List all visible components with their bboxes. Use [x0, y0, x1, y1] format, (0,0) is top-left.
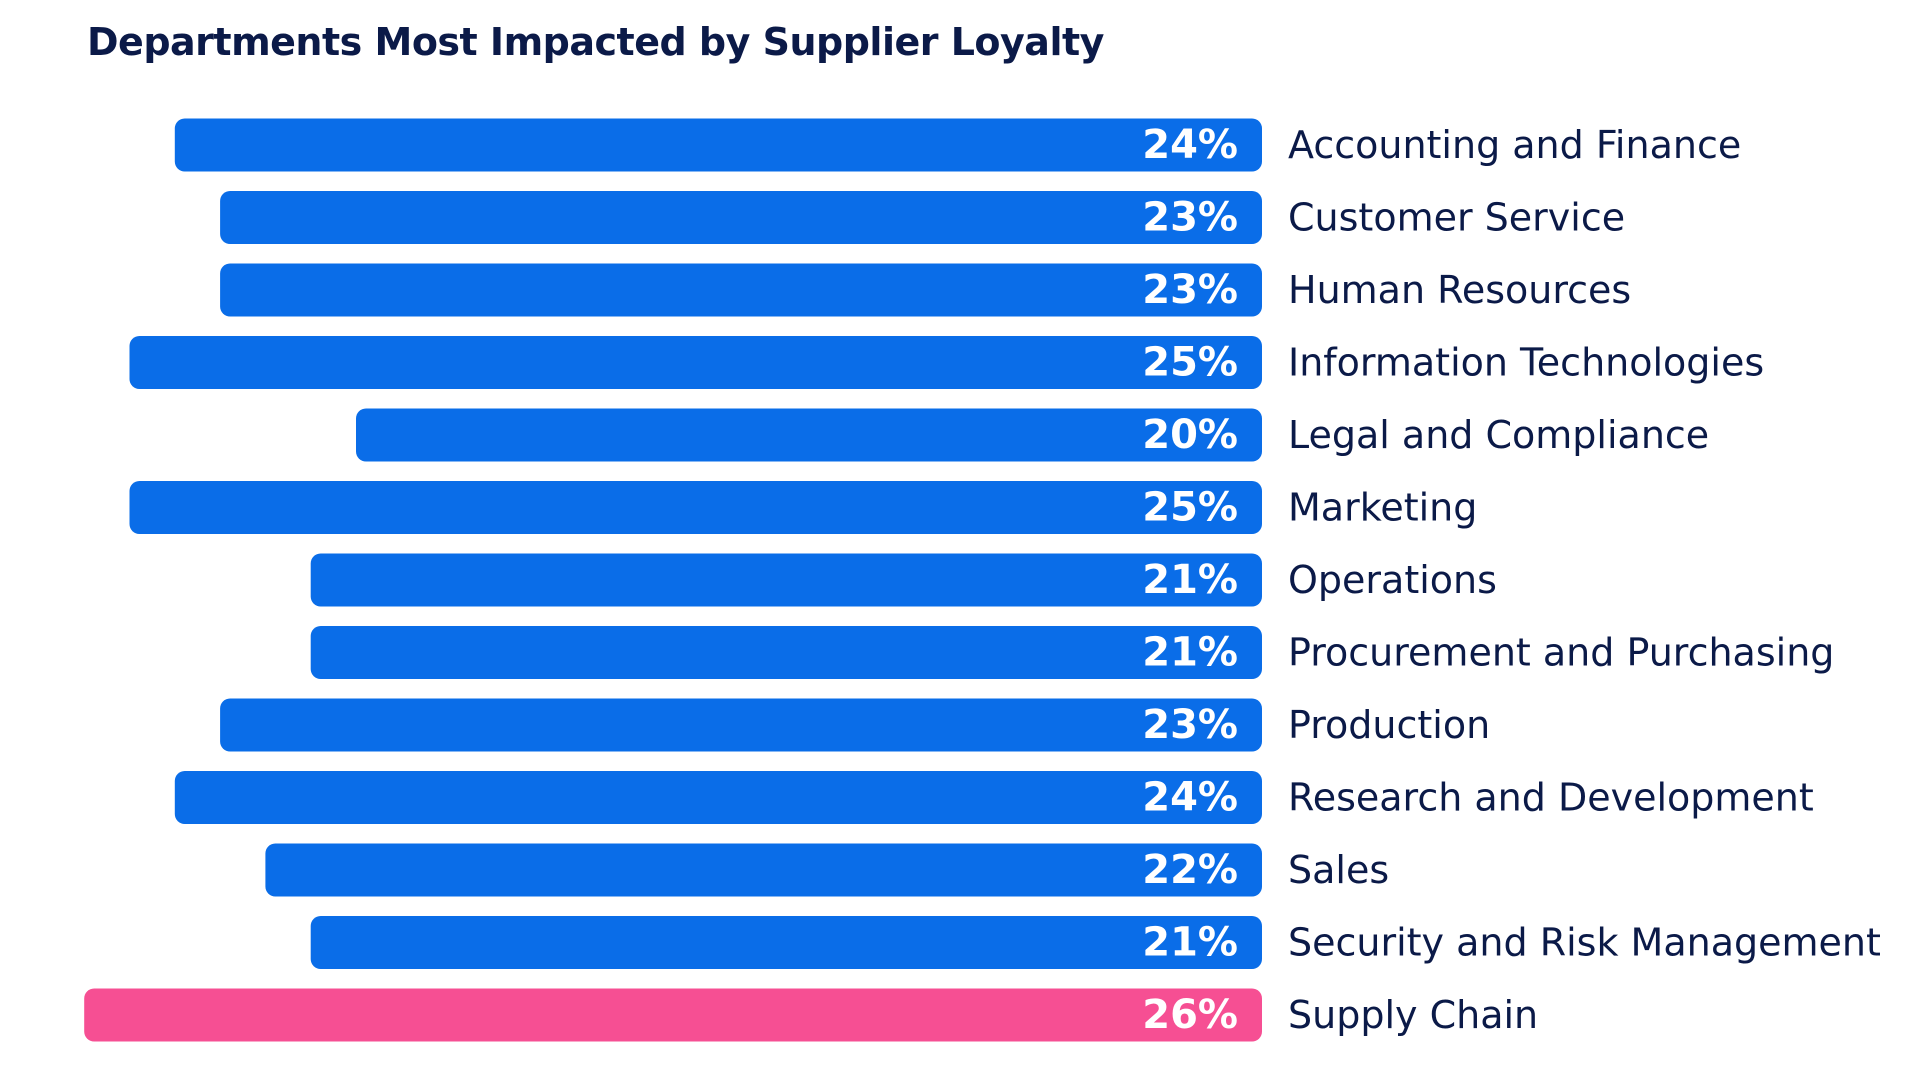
bar-security-and-risk-management — [310, 916, 1262, 969]
category-label: Supply Chain — [1288, 993, 1538, 1037]
bar-accounting-and-finance — [174, 118, 1262, 172]
category-label: Sales — [1288, 848, 1389, 892]
bar-value-label: 23% — [1142, 195, 1238, 241]
bar-value-label: 25% — [1142, 485, 1238, 531]
chart-title: Departments Most Impacted by Supplier Lo… — [87, 20, 1104, 64]
category-label: Marketing — [1288, 486, 1477, 530]
bar-research-and-development — [174, 771, 1262, 824]
bar-operations — [310, 553, 1262, 607]
category-label: Customer Service — [1288, 196, 1625, 240]
bar-supply-chain — [84, 988, 1263, 1042]
category-label: Research and Development — [1288, 776, 1814, 820]
bar-value-label: 21% — [1142, 920, 1238, 966]
bar-production — [220, 698, 1263, 752]
bar-value-label: 21% — [1142, 557, 1238, 603]
bar-value-label: 23% — [1142, 702, 1238, 748]
bar-value-label: 24% — [1142, 775, 1238, 821]
category-label: Production — [1288, 703, 1490, 747]
bar-sales — [265, 843, 1262, 897]
category-label: Operations — [1288, 558, 1497, 602]
bar-information-technologies — [129, 336, 1262, 389]
bar-value-label: 23% — [1142, 267, 1238, 313]
bar-value-label: 21% — [1142, 630, 1238, 676]
bar-value-label: 25% — [1142, 340, 1238, 386]
bar-value-label: 24% — [1142, 122, 1238, 168]
category-label: Human Resources — [1288, 268, 1631, 312]
category-label: Security and Risk Management — [1288, 921, 1881, 965]
bar-legal-and-compliance — [356, 408, 1262, 462]
bar-human-resources — [220, 263, 1263, 317]
category-label: Procurement and Purchasing — [1288, 631, 1834, 675]
bar-procurement-and-purchasing — [310, 626, 1262, 679]
bar-marketing — [129, 481, 1262, 534]
category-label: Legal and Compliance — [1288, 413, 1709, 457]
bar-value-label: 20% — [1142, 412, 1238, 458]
bar-value-label: 22% — [1142, 847, 1238, 893]
bar-customer-service — [220, 191, 1263, 244]
category-label: Accounting and Finance — [1288, 123, 1741, 167]
bar-value-label: 26% — [1142, 992, 1238, 1038]
category-label: Information Technologies — [1288, 341, 1764, 385]
